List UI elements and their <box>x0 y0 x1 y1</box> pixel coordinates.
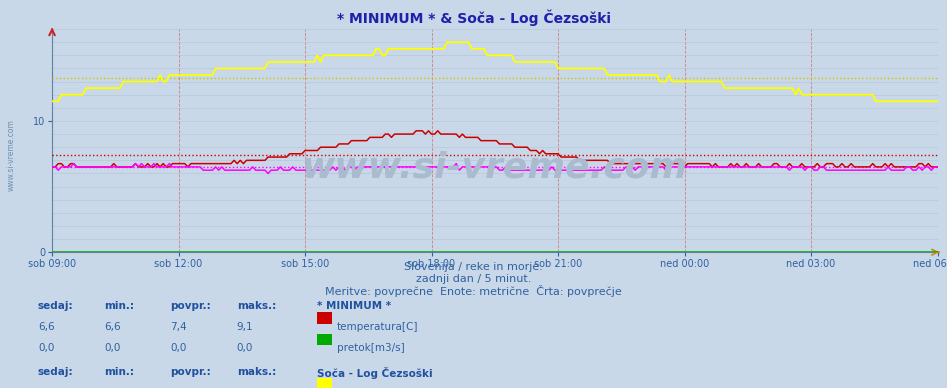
Text: Soča - Log Čezsoški: Soča - Log Čezsoški <box>317 367 433 379</box>
Text: * MINIMUM * & Soča - Log Čezsoški: * MINIMUM * & Soča - Log Čezsoški <box>336 10 611 26</box>
Text: temperatura[C]: temperatura[C] <box>337 322 419 332</box>
Text: povpr.:: povpr.: <box>170 301 211 311</box>
Text: min.:: min.: <box>104 367 134 377</box>
Text: www.si-vreme.com: www.si-vreme.com <box>7 119 16 191</box>
Text: sedaj:: sedaj: <box>38 301 74 311</box>
Text: sedaj:: sedaj: <box>38 367 74 377</box>
Text: zadnji dan / 5 minut.: zadnji dan / 5 minut. <box>416 274 531 284</box>
Text: pretok[m3/s]: pretok[m3/s] <box>337 343 405 353</box>
Text: maks.:: maks.: <box>237 301 276 311</box>
Text: 9,1: 9,1 <box>237 322 254 332</box>
Text: 6,6: 6,6 <box>104 322 121 332</box>
Text: 7,4: 7,4 <box>170 322 188 332</box>
Text: 6,6: 6,6 <box>38 322 55 332</box>
Text: 0,0: 0,0 <box>170 343 187 353</box>
Text: povpr.:: povpr.: <box>170 367 211 377</box>
Text: 0,0: 0,0 <box>237 343 253 353</box>
Text: 0,0: 0,0 <box>104 343 120 353</box>
Text: 0,0: 0,0 <box>38 343 54 353</box>
Text: min.:: min.: <box>104 301 134 311</box>
Text: Slovenija / reke in morje.: Slovenija / reke in morje. <box>404 262 543 272</box>
Text: www.si-vreme.com: www.si-vreme.com <box>302 151 688 184</box>
Text: * MINIMUM *: * MINIMUM * <box>317 301 391 311</box>
Text: Meritve: povprečne  Enote: metrične  Črta: povprečje: Meritve: povprečne Enote: metrične Črta:… <box>325 285 622 297</box>
Text: maks.:: maks.: <box>237 367 276 377</box>
